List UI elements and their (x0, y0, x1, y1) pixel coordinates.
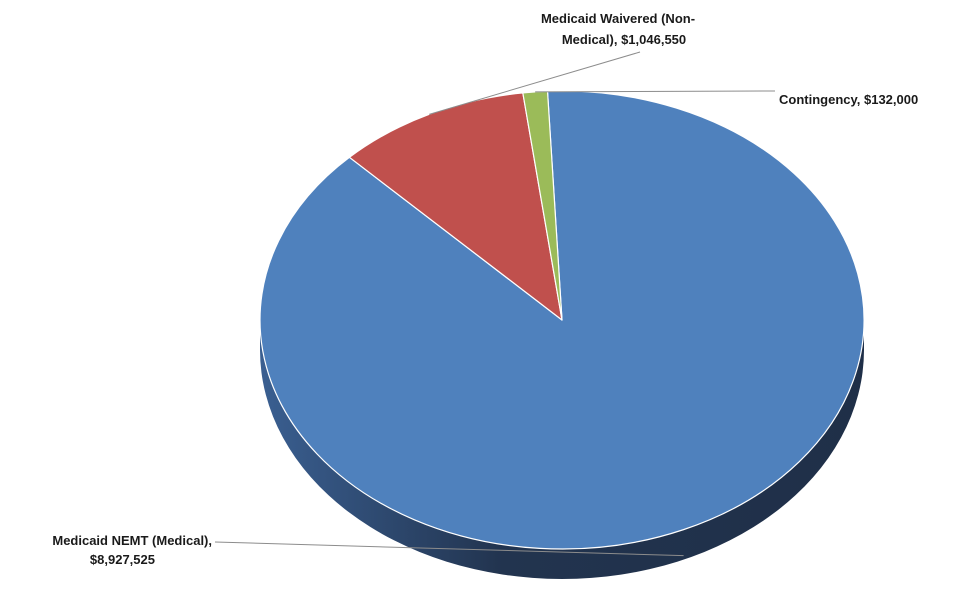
label-nemt-line1: Medicaid NEMT (Medical), (52, 533, 212, 548)
label-nemt-line2: $8,927,525 (90, 552, 155, 567)
label-waivered-line2: Medical), $1,046,550 (562, 32, 686, 47)
leader-line-nemt (214, 541, 684, 557)
label-waivered-line1: Medicaid Waivered (Non- (541, 11, 695, 26)
leader-line-contingency (535, 90, 775, 93)
leader-line-waivered (429, 51, 641, 115)
pie-slice-1 (348, 92, 563, 321)
label-contingency: Contingency, $132,000 (779, 92, 918, 107)
